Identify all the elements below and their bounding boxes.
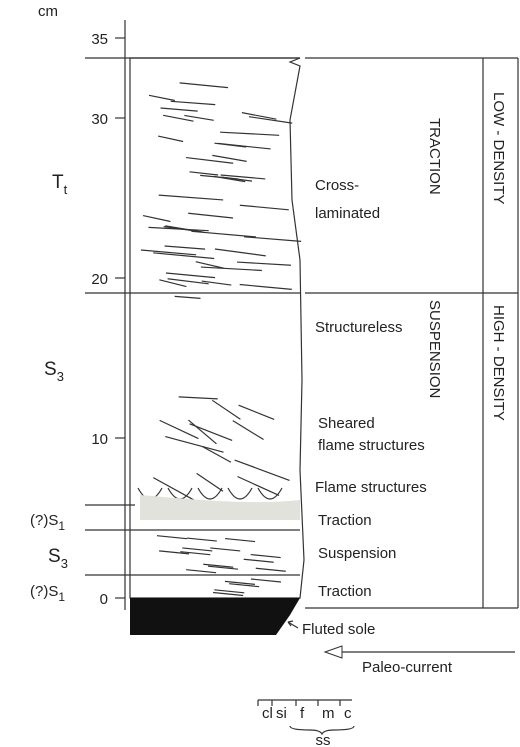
description: Fluted sole [302,621,375,638]
grain-class: c [344,705,352,722]
grain-class: cl [262,705,273,722]
tick-label: 30 [91,111,108,128]
description: laminated [315,205,380,222]
tick-label: 10 [91,431,108,448]
description: Sheared [318,415,375,432]
grain-group: ss [316,732,331,747]
grain-class: si [276,705,287,722]
tick-label: 35 [91,31,108,48]
process-label: TRACTION [426,118,443,195]
density-label: LOW - DENSITY [490,92,507,205]
density-label: HIGH - DENSITY [490,305,507,421]
sole [130,598,300,635]
description: Suspension [318,545,396,562]
description: Traction [318,512,372,529]
tick-label: 0 [100,591,108,608]
description: Cross- [315,177,359,194]
current-label: Paleo-current [362,659,453,676]
figure: cm Tt S3 (?)S1 S3 (?)S1 Cross- laminated… [0,0,520,747]
description: Traction [318,583,372,600]
description: Structureless [315,319,403,336]
process-label: SUSPENSION [426,300,443,398]
description: Flame structures [315,479,427,496]
tick-label: 20 [91,271,108,288]
grain-class: m [322,705,335,722]
description: flame structures [318,437,425,454]
axis-unit: cm [38,3,58,20]
